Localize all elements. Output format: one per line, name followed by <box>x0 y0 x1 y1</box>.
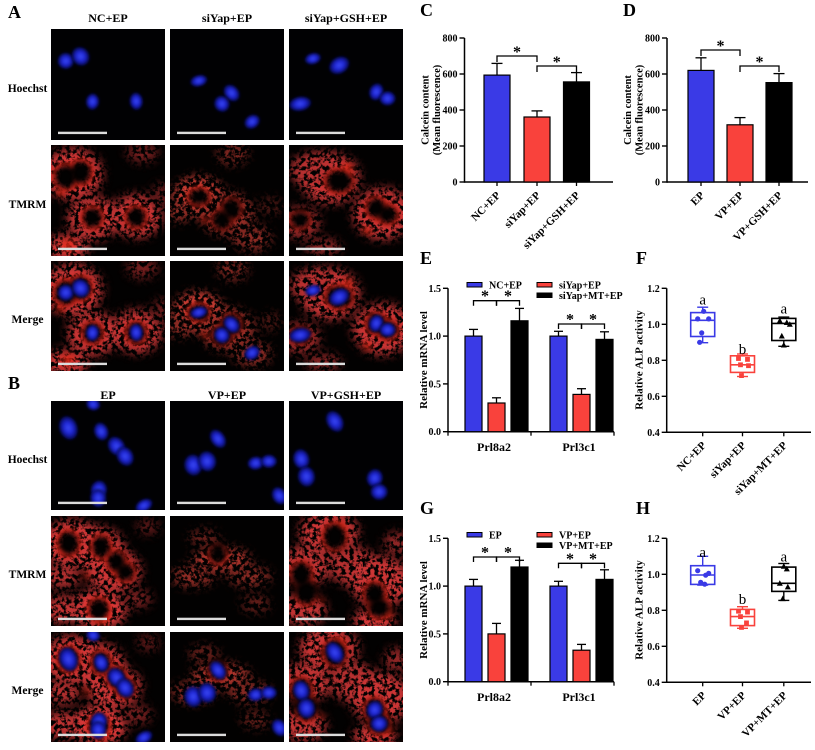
svg-text:200: 200 <box>443 142 458 153</box>
svg-text:800: 800 <box>443 34 458 45</box>
svg-text:Relative mRNA level: Relative mRNA level <box>420 561 430 659</box>
svg-text:0: 0 <box>655 178 660 189</box>
svg-text:0.5: 0.5 <box>429 379 442 390</box>
svg-text:b: b <box>739 592 747 608</box>
svg-text:EP: EP <box>690 689 709 708</box>
svg-text:1.0: 1.0 <box>429 582 442 593</box>
svg-text:0.6: 0.6 <box>647 392 660 403</box>
svg-text:1.0: 1.0 <box>429 332 442 343</box>
svg-text:*: * <box>481 288 489 305</box>
svg-text:F: F <box>636 250 647 268</box>
svg-text:a: a <box>699 545 706 561</box>
svg-text:600: 600 <box>443 70 458 81</box>
svg-text:600: 600 <box>645 70 660 81</box>
svg-text:800: 800 <box>645 34 660 45</box>
svg-text:0.5: 0.5 <box>429 629 442 640</box>
svg-text:1.2: 1.2 <box>647 534 660 545</box>
svg-text:Prl8a2: Prl8a2 <box>477 440 511 454</box>
svg-text:Prl3c1: Prl3c1 <box>562 690 595 704</box>
svg-text:Prl3c1: Prl3c1 <box>562 440 595 454</box>
svg-text:Relative ALP activity: Relative ALP activity <box>634 310 646 410</box>
svg-text:C: C <box>420 0 433 20</box>
svg-text:a: a <box>699 293 706 309</box>
svg-text:VP+MT+EP: VP+MT+EP <box>559 541 613 552</box>
svg-text:0.8: 0.8 <box>647 606 660 617</box>
svg-text:Relative ALP activity: Relative ALP activity <box>634 560 646 660</box>
svg-text:EP: EP <box>689 189 708 208</box>
svg-text:H: H <box>636 500 650 518</box>
svg-text:Calcein content: Calcein content <box>623 75 634 145</box>
svg-text:siYap+EP: siYap+EP <box>708 439 749 480</box>
svg-text:a: a <box>780 550 787 566</box>
svg-text:VP+EP: VP+EP <box>715 689 748 722</box>
svg-text:*: * <box>566 312 574 329</box>
svg-text:*: * <box>717 38 725 55</box>
svg-text:Prl8a2: Prl8a2 <box>477 690 511 704</box>
svg-text:1.0: 1.0 <box>647 570 660 581</box>
svg-text:0.6: 0.6 <box>647 642 660 653</box>
svg-text:(Mean fluorescence): (Mean fluorescence) <box>635 64 646 155</box>
svg-text:*: * <box>504 545 512 562</box>
svg-text:400: 400 <box>443 106 458 117</box>
svg-text:200: 200 <box>645 142 660 153</box>
svg-text:b: b <box>739 342 747 358</box>
svg-text:*: * <box>513 44 521 61</box>
svg-text:1.2: 1.2 <box>647 284 660 295</box>
svg-text:EP: EP <box>489 531 502 542</box>
svg-text:*: * <box>589 312 597 329</box>
svg-text:E: E <box>420 250 432 268</box>
svg-text:NC+EP: NC+EP <box>675 439 709 473</box>
svg-text:*: * <box>566 551 574 568</box>
svg-text:Relative mRNA level: Relative mRNA level <box>420 311 430 409</box>
svg-text:0.8: 0.8 <box>647 356 660 367</box>
svg-text:D: D <box>623 0 636 20</box>
svg-text:0: 0 <box>453 178 458 189</box>
svg-text:siYap+EP: siYap+EP <box>502 189 543 230</box>
svg-text:VP+EP: VP+EP <box>713 189 746 222</box>
svg-text:*: * <box>756 54 764 71</box>
svg-text:0.4: 0.4 <box>647 428 660 439</box>
svg-text:1.0: 1.0 <box>647 320 660 331</box>
svg-text:VP+EP: VP+EP <box>559 531 591 542</box>
svg-text:a: a <box>780 302 787 318</box>
svg-text:NC+EP: NC+EP <box>489 281 522 292</box>
svg-text:NC+EP: NC+EP <box>469 189 503 223</box>
svg-text:G: G <box>420 500 434 518</box>
svg-text:*: * <box>481 545 489 562</box>
svg-text:(Mean fluorescence): (Mean fluorescence) <box>432 64 443 155</box>
svg-text:Calcein content: Calcein content <box>421 75 432 145</box>
svg-text:*: * <box>589 551 597 568</box>
svg-text:0.0: 0.0 <box>429 427 442 438</box>
svg-text:siYap+MT+EP: siYap+MT+EP <box>559 291 623 302</box>
svg-text:0.0: 0.0 <box>429 677 442 688</box>
svg-text:1.5: 1.5 <box>429 284 442 295</box>
svg-text:siYap+EP: siYap+EP <box>559 281 601 292</box>
svg-text:1.5: 1.5 <box>429 534 442 545</box>
svg-text:0.4: 0.4 <box>647 678 660 689</box>
svg-text:*: * <box>504 288 512 305</box>
svg-text:*: * <box>553 54 561 71</box>
svg-text:400: 400 <box>645 106 660 117</box>
